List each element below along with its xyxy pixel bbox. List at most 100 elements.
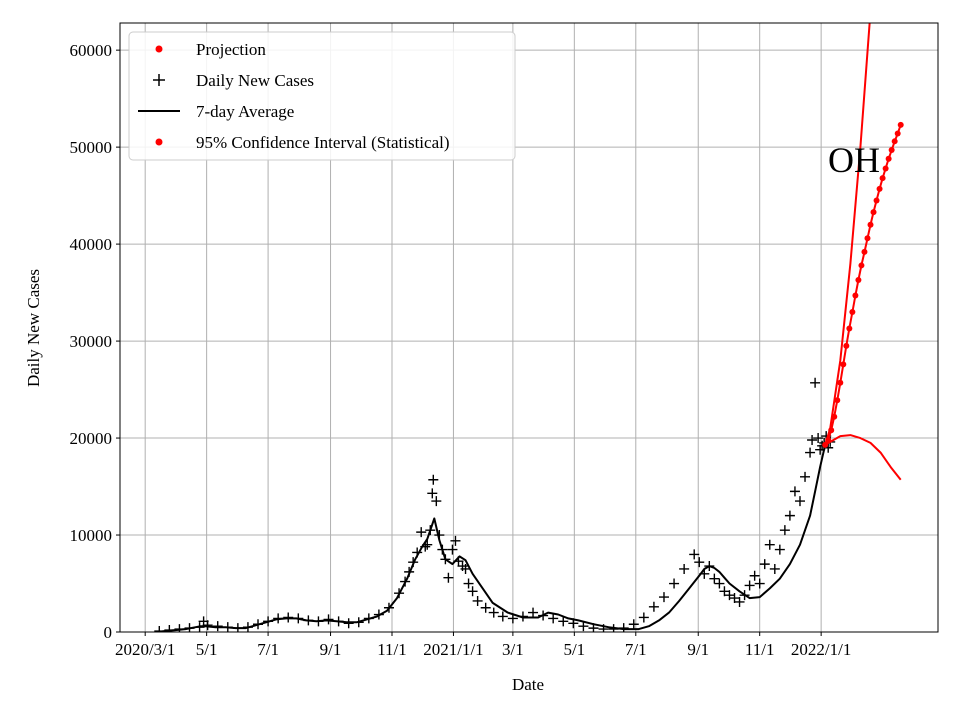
confidence-interval-point bbox=[858, 262, 865, 269]
daily-case-point bbox=[638, 612, 649, 623]
daily-case-point bbox=[408, 557, 419, 568]
daily-case-point bbox=[323, 614, 334, 625]
x-tick-label: 2021/1/1 bbox=[423, 640, 483, 659]
daily-case-point bbox=[528, 607, 539, 618]
daily-case-point bbox=[769, 563, 780, 574]
daily-case-point bbox=[749, 570, 760, 581]
confidence-interval-point bbox=[828, 427, 835, 434]
x-tick-label: 9/1 bbox=[687, 640, 709, 659]
daily-case-point bbox=[805, 447, 816, 458]
daily-case-point bbox=[729, 593, 740, 604]
daily-case-point bbox=[800, 471, 811, 482]
daily-case-point bbox=[202, 620, 213, 631]
daily-case-point bbox=[497, 611, 508, 622]
confidence-interval-point bbox=[894, 130, 901, 137]
daily-case-point bbox=[734, 596, 745, 607]
projection-lower-line bbox=[824, 434, 902, 481]
daily-case-point bbox=[784, 510, 795, 521]
confidence-interval-point bbox=[882, 165, 889, 172]
daily-case-point bbox=[628, 619, 639, 630]
confidence-interval-point bbox=[843, 342, 850, 349]
y-tick-label: 0 bbox=[104, 623, 113, 642]
daily-case-point bbox=[774, 544, 785, 555]
confidence-interval-point bbox=[897, 121, 904, 128]
daily-case-point bbox=[400, 576, 411, 587]
x-tick-label: 11/1 bbox=[377, 640, 407, 659]
confidence-interval-point bbox=[867, 221, 874, 228]
confidence-interval-point bbox=[822, 441, 829, 448]
legend-label: 95% Confidence Interval (Statistical) bbox=[196, 133, 450, 152]
daily-case-point bbox=[222, 622, 233, 632]
daily-case-point bbox=[719, 586, 730, 597]
daily-case-point bbox=[416, 527, 427, 538]
daily-case-point bbox=[669, 578, 680, 589]
confidence-interval-point bbox=[846, 325, 853, 332]
daily-case-point bbox=[463, 578, 474, 589]
daily-case-point bbox=[273, 613, 284, 624]
daily-case-point bbox=[184, 623, 195, 632]
daily-case-point bbox=[373, 609, 384, 620]
daily-case-point bbox=[422, 539, 433, 550]
daily-case-point bbox=[507, 613, 518, 624]
daily-case-point bbox=[548, 613, 559, 624]
daily-case-point bbox=[232, 623, 243, 632]
legend-dot-marker bbox=[155, 45, 163, 53]
x-tick-label: 5/1 bbox=[196, 640, 218, 659]
confidence-interval-point bbox=[855, 276, 862, 283]
ticks: 2020/3/1 5/1 7/1 9/1 11/1 2021/1/1 3/1 5/1 7/1 9/… bbox=[70, 41, 852, 659]
confidence-interval-point bbox=[834, 397, 841, 404]
daily-case-point bbox=[699, 568, 710, 579]
daily-case-point bbox=[807, 434, 818, 445]
daily-case-point bbox=[709, 573, 720, 584]
daily-case-point bbox=[443, 572, 454, 583]
daily-case-point bbox=[174, 624, 185, 632]
x-tick-label: 7/1 bbox=[257, 640, 279, 659]
daily-case-point bbox=[488, 607, 499, 618]
confidence-interval-point bbox=[873, 197, 880, 204]
daily-case-point bbox=[420, 541, 431, 552]
daily-case-point bbox=[440, 554, 451, 565]
daily-case-point bbox=[242, 622, 253, 632]
daily-case-point bbox=[618, 623, 629, 632]
confidence-interval-point bbox=[861, 248, 868, 255]
daily-case-point bbox=[480, 602, 491, 613]
confidence-interval-point bbox=[837, 379, 844, 386]
daily-case-point bbox=[759, 559, 770, 570]
daily-case-point bbox=[568, 618, 579, 629]
x-axis-label: Date bbox=[512, 675, 544, 694]
daily-case-point bbox=[154, 626, 165, 632]
daily-case-point bbox=[739, 590, 750, 601]
x-tick-label: 11/1 bbox=[745, 640, 775, 659]
daily-case-point bbox=[558, 616, 569, 627]
daily-case-point bbox=[689, 549, 700, 560]
daily-case-point bbox=[724, 590, 735, 601]
confidence-interval-point bbox=[831, 413, 838, 420]
daily-case-point bbox=[293, 613, 304, 624]
daily-case-point bbox=[588, 623, 599, 632]
daily-case-point bbox=[704, 561, 715, 572]
confidence-interval-point bbox=[840, 361, 847, 368]
daily-case-point bbox=[412, 547, 423, 558]
daily-case-point bbox=[538, 610, 549, 621]
daily-case-point bbox=[434, 530, 445, 541]
confidence-interval-point bbox=[864, 235, 871, 242]
daily-case-point bbox=[810, 377, 821, 388]
daily-case-point bbox=[598, 624, 609, 632]
legend-plus-marker bbox=[153, 74, 165, 86]
daily-case-point bbox=[450, 535, 461, 546]
daily-case-point bbox=[679, 563, 690, 574]
daily-case-point bbox=[283, 612, 294, 623]
series-layer bbox=[154, 23, 904, 632]
confidence-interval-point bbox=[891, 138, 898, 145]
daily-case-point bbox=[263, 616, 274, 627]
confidence-interval-point bbox=[852, 292, 859, 299]
x-tick-label: 2020/3/1 bbox=[115, 640, 175, 659]
y-tick-label: 30000 bbox=[70, 332, 113, 351]
daily-case-point bbox=[363, 613, 374, 624]
y-axis-label: Daily New Cases bbox=[24, 269, 43, 387]
daily-case-point bbox=[648, 601, 659, 612]
axes-frame bbox=[119, 22, 939, 633]
confidence-interval-point bbox=[876, 185, 883, 192]
daily-case-point bbox=[813, 433, 824, 444]
